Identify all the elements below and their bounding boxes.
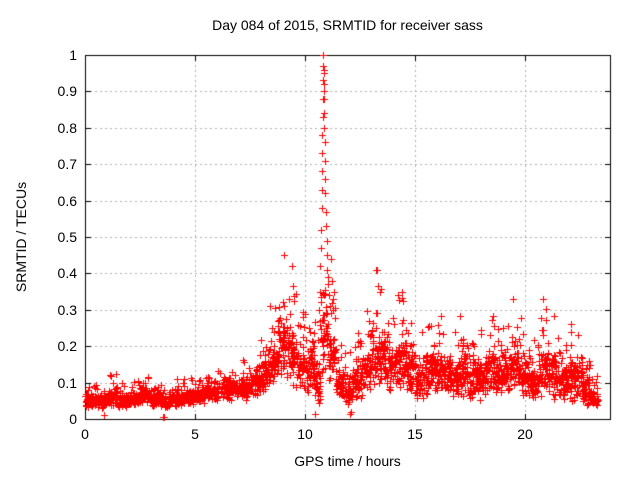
x-axis-label: GPS time / hours	[294, 453, 401, 469]
chart-title: Day 084 of 2015, SRMTID for receiver sas…	[212, 17, 483, 33]
y-axis-label: SRMTID / TECUs	[13, 181, 29, 293]
